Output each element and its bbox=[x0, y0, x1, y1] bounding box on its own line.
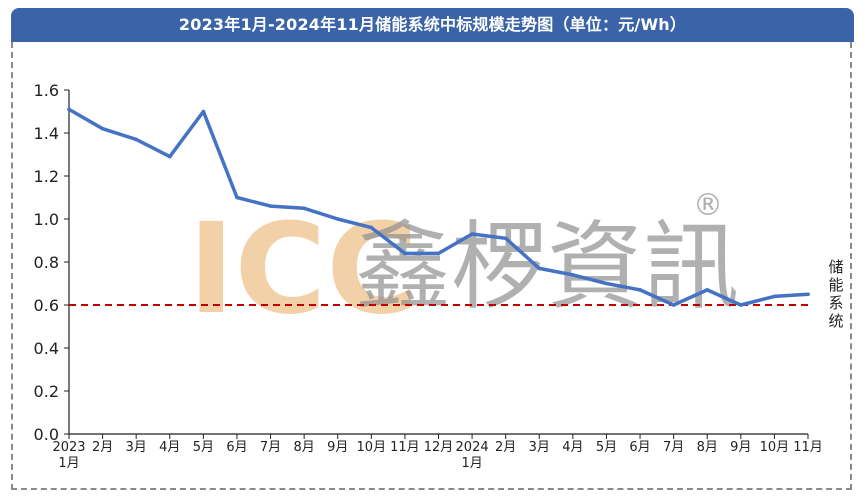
chart-frame bbox=[11, 42, 852, 490]
data-point bbox=[369, 225, 374, 230]
x-tick-label: 9月 bbox=[327, 440, 348, 455]
data-point bbox=[470, 232, 474, 236]
x-tick-label: 2月 bbox=[495, 440, 516, 455]
y-tick-label: 1.0 bbox=[34, 210, 59, 229]
x-tick-label: 2023 bbox=[52, 440, 85, 455]
watermark-registered: ® bbox=[693, 188, 723, 223]
data-point bbox=[503, 236, 508, 241]
data-point bbox=[100, 126, 105, 131]
data-point bbox=[638, 288, 642, 292]
data-point bbox=[403, 251, 407, 256]
data-point bbox=[671, 303, 676, 307]
y-tick-label: 0.6 bbox=[34, 296, 59, 315]
annotation-char: 储 bbox=[828, 258, 843, 276]
watermark-brand: ICC bbox=[188, 197, 418, 342]
x-tick-label: 11月 bbox=[390, 440, 420, 455]
y-tick-label: 1.6 bbox=[34, 81, 59, 100]
x-tick-label: 3月 bbox=[126, 440, 147, 455]
data-point bbox=[268, 204, 273, 208]
x-tick-label: 11月 bbox=[793, 440, 823, 455]
watermark: ICC 鑫椤資訊 ® bbox=[188, 188, 739, 342]
x-tick-label: 7月 bbox=[260, 440, 281, 455]
x-tick-label: 7月 bbox=[663, 440, 684, 455]
x-tick-label: 8月 bbox=[293, 440, 314, 455]
data-point bbox=[335, 217, 340, 221]
data-point bbox=[739, 303, 743, 307]
annotation-char: 能 bbox=[828, 276, 843, 294]
x-tick-label: 1月 bbox=[461, 456, 482, 471]
x-tick-label: 2月 bbox=[92, 440, 113, 455]
data-point bbox=[436, 251, 441, 256]
data-point bbox=[134, 137, 138, 142]
y-tick-label: 0.4 bbox=[34, 339, 59, 358]
data-point bbox=[537, 266, 542, 271]
data-point bbox=[201, 109, 206, 114]
annotation-char: 统 bbox=[828, 312, 843, 330]
y-tick-label: 0.2 bbox=[34, 382, 59, 401]
x-tick-label: 5月 bbox=[596, 440, 617, 455]
y-tick-label: 1.4 bbox=[34, 124, 59, 143]
data-point bbox=[302, 206, 306, 211]
annotation-char: 系 bbox=[828, 294, 843, 312]
data-point bbox=[604, 281, 609, 286]
y-tick-label: 0.8 bbox=[34, 253, 59, 272]
x-tick-label: 5月 bbox=[193, 440, 214, 455]
data-point bbox=[772, 294, 777, 299]
x-tick-label: 12月 bbox=[424, 440, 454, 455]
watermark-chinese: 鑫椤資訊 bbox=[355, 211, 739, 323]
data-point bbox=[67, 107, 71, 112]
x-tick-label: 1月 bbox=[58, 456, 79, 471]
x-tick-label: 9月 bbox=[730, 440, 751, 455]
x-tick-label: 10月 bbox=[760, 440, 790, 455]
y-tick-label: 1.2 bbox=[34, 167, 59, 186]
x-tick-label: 10月 bbox=[357, 440, 387, 455]
data-point bbox=[571, 273, 575, 277]
x-tick-label: 2024 bbox=[456, 440, 489, 455]
y-axis-ticks: 0.0 0.2 0.4 0.6 0.8 1.0 1.2 1.4 1.6 bbox=[34, 81, 69, 444]
x-tick-label: 6月 bbox=[226, 440, 247, 455]
x-tick-label: 8月 bbox=[697, 440, 718, 455]
data-point bbox=[705, 288, 710, 292]
y-tick-label: 0.0 bbox=[34, 425, 59, 444]
x-tick-label: 4月 bbox=[159, 440, 180, 455]
x-tick-label: 4月 bbox=[562, 440, 583, 455]
data-point bbox=[167, 154, 172, 159]
x-tick-label: 3月 bbox=[529, 440, 550, 455]
series-group bbox=[67, 107, 810, 307]
data-point bbox=[806, 292, 810, 297]
chart-title: 2023年1月-2024年11月储能系统中标规模走势图（单位：元/Wh） bbox=[11, 8, 854, 42]
data-point bbox=[235, 195, 239, 200]
annotation-group: 储能系统 bbox=[828, 258, 843, 330]
x-tick-label: 6月 bbox=[629, 440, 650, 455]
